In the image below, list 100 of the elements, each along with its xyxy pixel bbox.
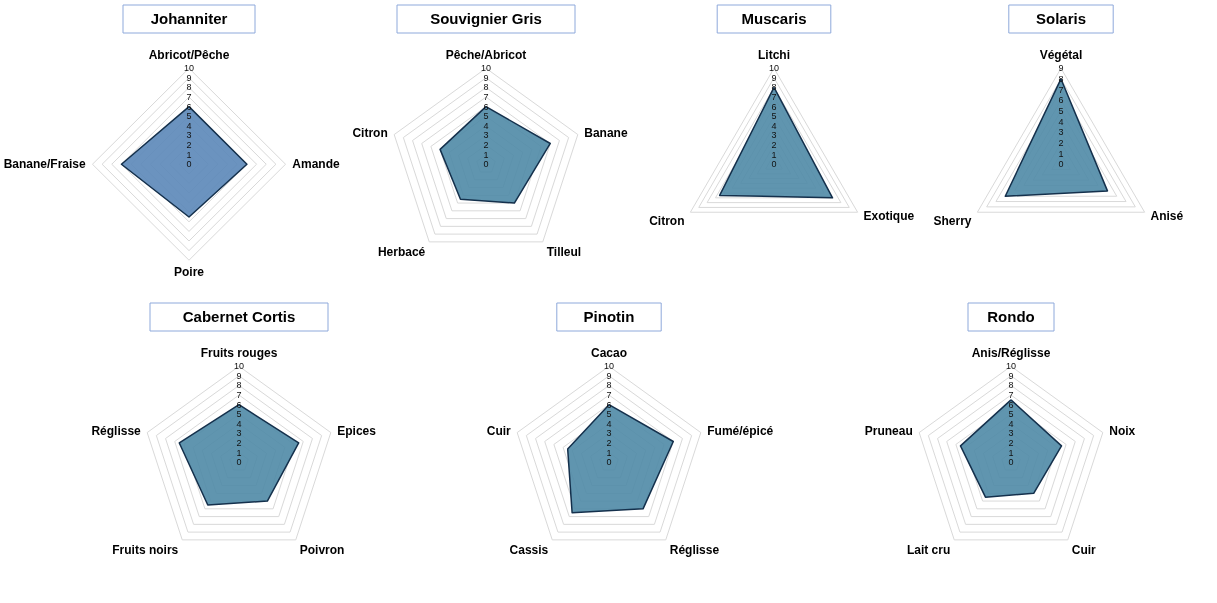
- spoke-label: Cuir: [486, 423, 512, 438]
- y-tick-label: 9: [1058, 63, 1064, 74]
- spoke-label: Sherry: [933, 213, 972, 228]
- y-tick-label: 4: [771, 120, 777, 131]
- y-tick-label: 6: [483, 101, 489, 112]
- y-tick-label: 2: [186, 140, 192, 151]
- y-tick-label: 2: [236, 438, 242, 449]
- y-tick-label: 4: [483, 120, 489, 131]
- y-tick-label: 0: [1058, 159, 1064, 170]
- spoke-label: Abricot/Pêche: [148, 47, 230, 62]
- spoke-label: Banane/Fraise: [3, 157, 87, 172]
- spoke-label: Cacao: [590, 345, 628, 360]
- y-tick-label: 2: [771, 140, 777, 151]
- spoke-label: Lait cru: [906, 543, 951, 558]
- y-tick-label: 10: [603, 361, 615, 372]
- spoke-label: Poire: [173, 264, 205, 279]
- y-tick-label: 6: [771, 101, 777, 112]
- spoke-label: Végétal: [1039, 47, 1083, 62]
- spoke-label: Poivron: [299, 543, 345, 558]
- spoke-label: Tilleul: [546, 245, 582, 260]
- y-tick-label: 1: [771, 149, 777, 160]
- y-tick-label: 8: [186, 82, 192, 93]
- spoke-label: Fumé/épicé: [707, 423, 774, 438]
- spoke-label: Anisé: [1150, 208, 1184, 223]
- y-tick-label: 4: [1058, 116, 1064, 127]
- spoke-label: Cuir: [1071, 543, 1097, 558]
- y-tick-label: 7: [771, 92, 777, 103]
- y-tick-label: 6: [1058, 95, 1064, 106]
- y-tick-label: 4: [1008, 418, 1014, 429]
- y-tick-label: 3: [606, 428, 612, 439]
- y-tick-label: 2: [606, 438, 612, 449]
- y-tick-label: 1: [186, 149, 192, 160]
- y-tick-label: 10: [233, 361, 245, 372]
- y-tick-label: 8: [606, 380, 612, 391]
- chart-title: Rondo: [987, 308, 1035, 325]
- y-tick-label: 5: [771, 111, 777, 122]
- y-tick-label: 10: [480, 63, 492, 74]
- y-tick-label: 6: [186, 101, 192, 112]
- spoke-label: Pêche/Abricot: [445, 47, 527, 62]
- chart-title: Pinotin: [583, 308, 635, 325]
- y-tick-label: 0: [186, 159, 192, 170]
- spoke-label: Exotique: [863, 208, 915, 223]
- y-tick-label: 0: [771, 159, 777, 170]
- spoke-label: Banane: [584, 125, 628, 140]
- y-tick-label: 3: [483, 130, 489, 141]
- y-tick-label: 8: [771, 82, 777, 93]
- spoke-label: Anis/Réglisse: [971, 345, 1051, 360]
- y-tick-label: 4: [236, 418, 242, 429]
- spoke-label: Litchi: [758, 47, 790, 62]
- spoke-label: Fruits noirs: [112, 543, 179, 558]
- y-tick-label: 1: [236, 447, 242, 458]
- y-tick-label: 0: [483, 159, 489, 170]
- chart-title: Muscaris: [741, 10, 807, 27]
- y-tick-label: 8: [1008, 380, 1014, 391]
- chart-title: Solaris: [1035, 10, 1087, 27]
- y-tick-label: 1: [1058, 148, 1064, 159]
- y-tick-label: 2: [1008, 438, 1014, 449]
- y-tick-label: 0: [606, 457, 612, 468]
- y-tick-label: 4: [186, 120, 192, 131]
- y-tick-label: 1: [1008, 447, 1014, 458]
- chart-title: Souvignier Gris: [430, 10, 542, 27]
- y-tick-label: 5: [186, 111, 192, 122]
- spoke-label: Pruneau: [864, 423, 913, 438]
- spoke-label: Citron: [352, 125, 388, 140]
- spoke-label: Epices: [337, 423, 377, 438]
- y-tick-label: 2: [1058, 137, 1064, 148]
- y-tick-label: 1: [483, 149, 489, 160]
- y-tick-label: 2: [483, 140, 489, 151]
- y-tick-label: 0: [1008, 457, 1014, 468]
- y-tick-label: 9: [483, 72, 489, 83]
- y-tick-label: 1: [606, 447, 612, 458]
- y-tick-label: 9: [1008, 370, 1014, 381]
- y-tick-label: 5: [606, 409, 612, 420]
- spoke-label: Citron: [649, 213, 685, 228]
- y-tick-label: 5: [1058, 105, 1064, 116]
- y-tick-label: 7: [483, 92, 489, 103]
- y-tick-label: 3: [771, 130, 777, 141]
- y-tick-label: 8: [1058, 73, 1064, 84]
- y-tick-label: 7: [236, 390, 242, 401]
- y-tick-label: 6: [1008, 399, 1014, 410]
- y-tick-label: 9: [606, 370, 612, 381]
- chart-title: Cabernet Cortis: [182, 308, 296, 325]
- y-tick-label: 10: [183, 63, 195, 74]
- y-tick-label: 3: [1058, 127, 1064, 138]
- y-tick-label: 3: [236, 428, 242, 439]
- spoke-label: Herbacé: [377, 245, 426, 260]
- y-tick-label: 0: [236, 457, 242, 468]
- y-tick-label: 10: [768, 63, 780, 74]
- y-tick-label: 7: [606, 390, 612, 401]
- y-tick-label: 9: [236, 370, 242, 381]
- y-tick-label: 5: [236, 409, 242, 420]
- y-tick-label: 7: [1008, 390, 1014, 401]
- y-tick-label: 9: [771, 72, 777, 83]
- y-tick-label: 10: [1005, 361, 1017, 372]
- y-tick-label: 8: [483, 82, 489, 93]
- y-tick-label: 6: [236, 399, 242, 410]
- y-tick-label: 3: [1008, 428, 1014, 439]
- y-tick-label: 3: [186, 130, 192, 141]
- spoke-label: Cassis: [509, 543, 549, 558]
- y-tick-label: 5: [483, 111, 489, 122]
